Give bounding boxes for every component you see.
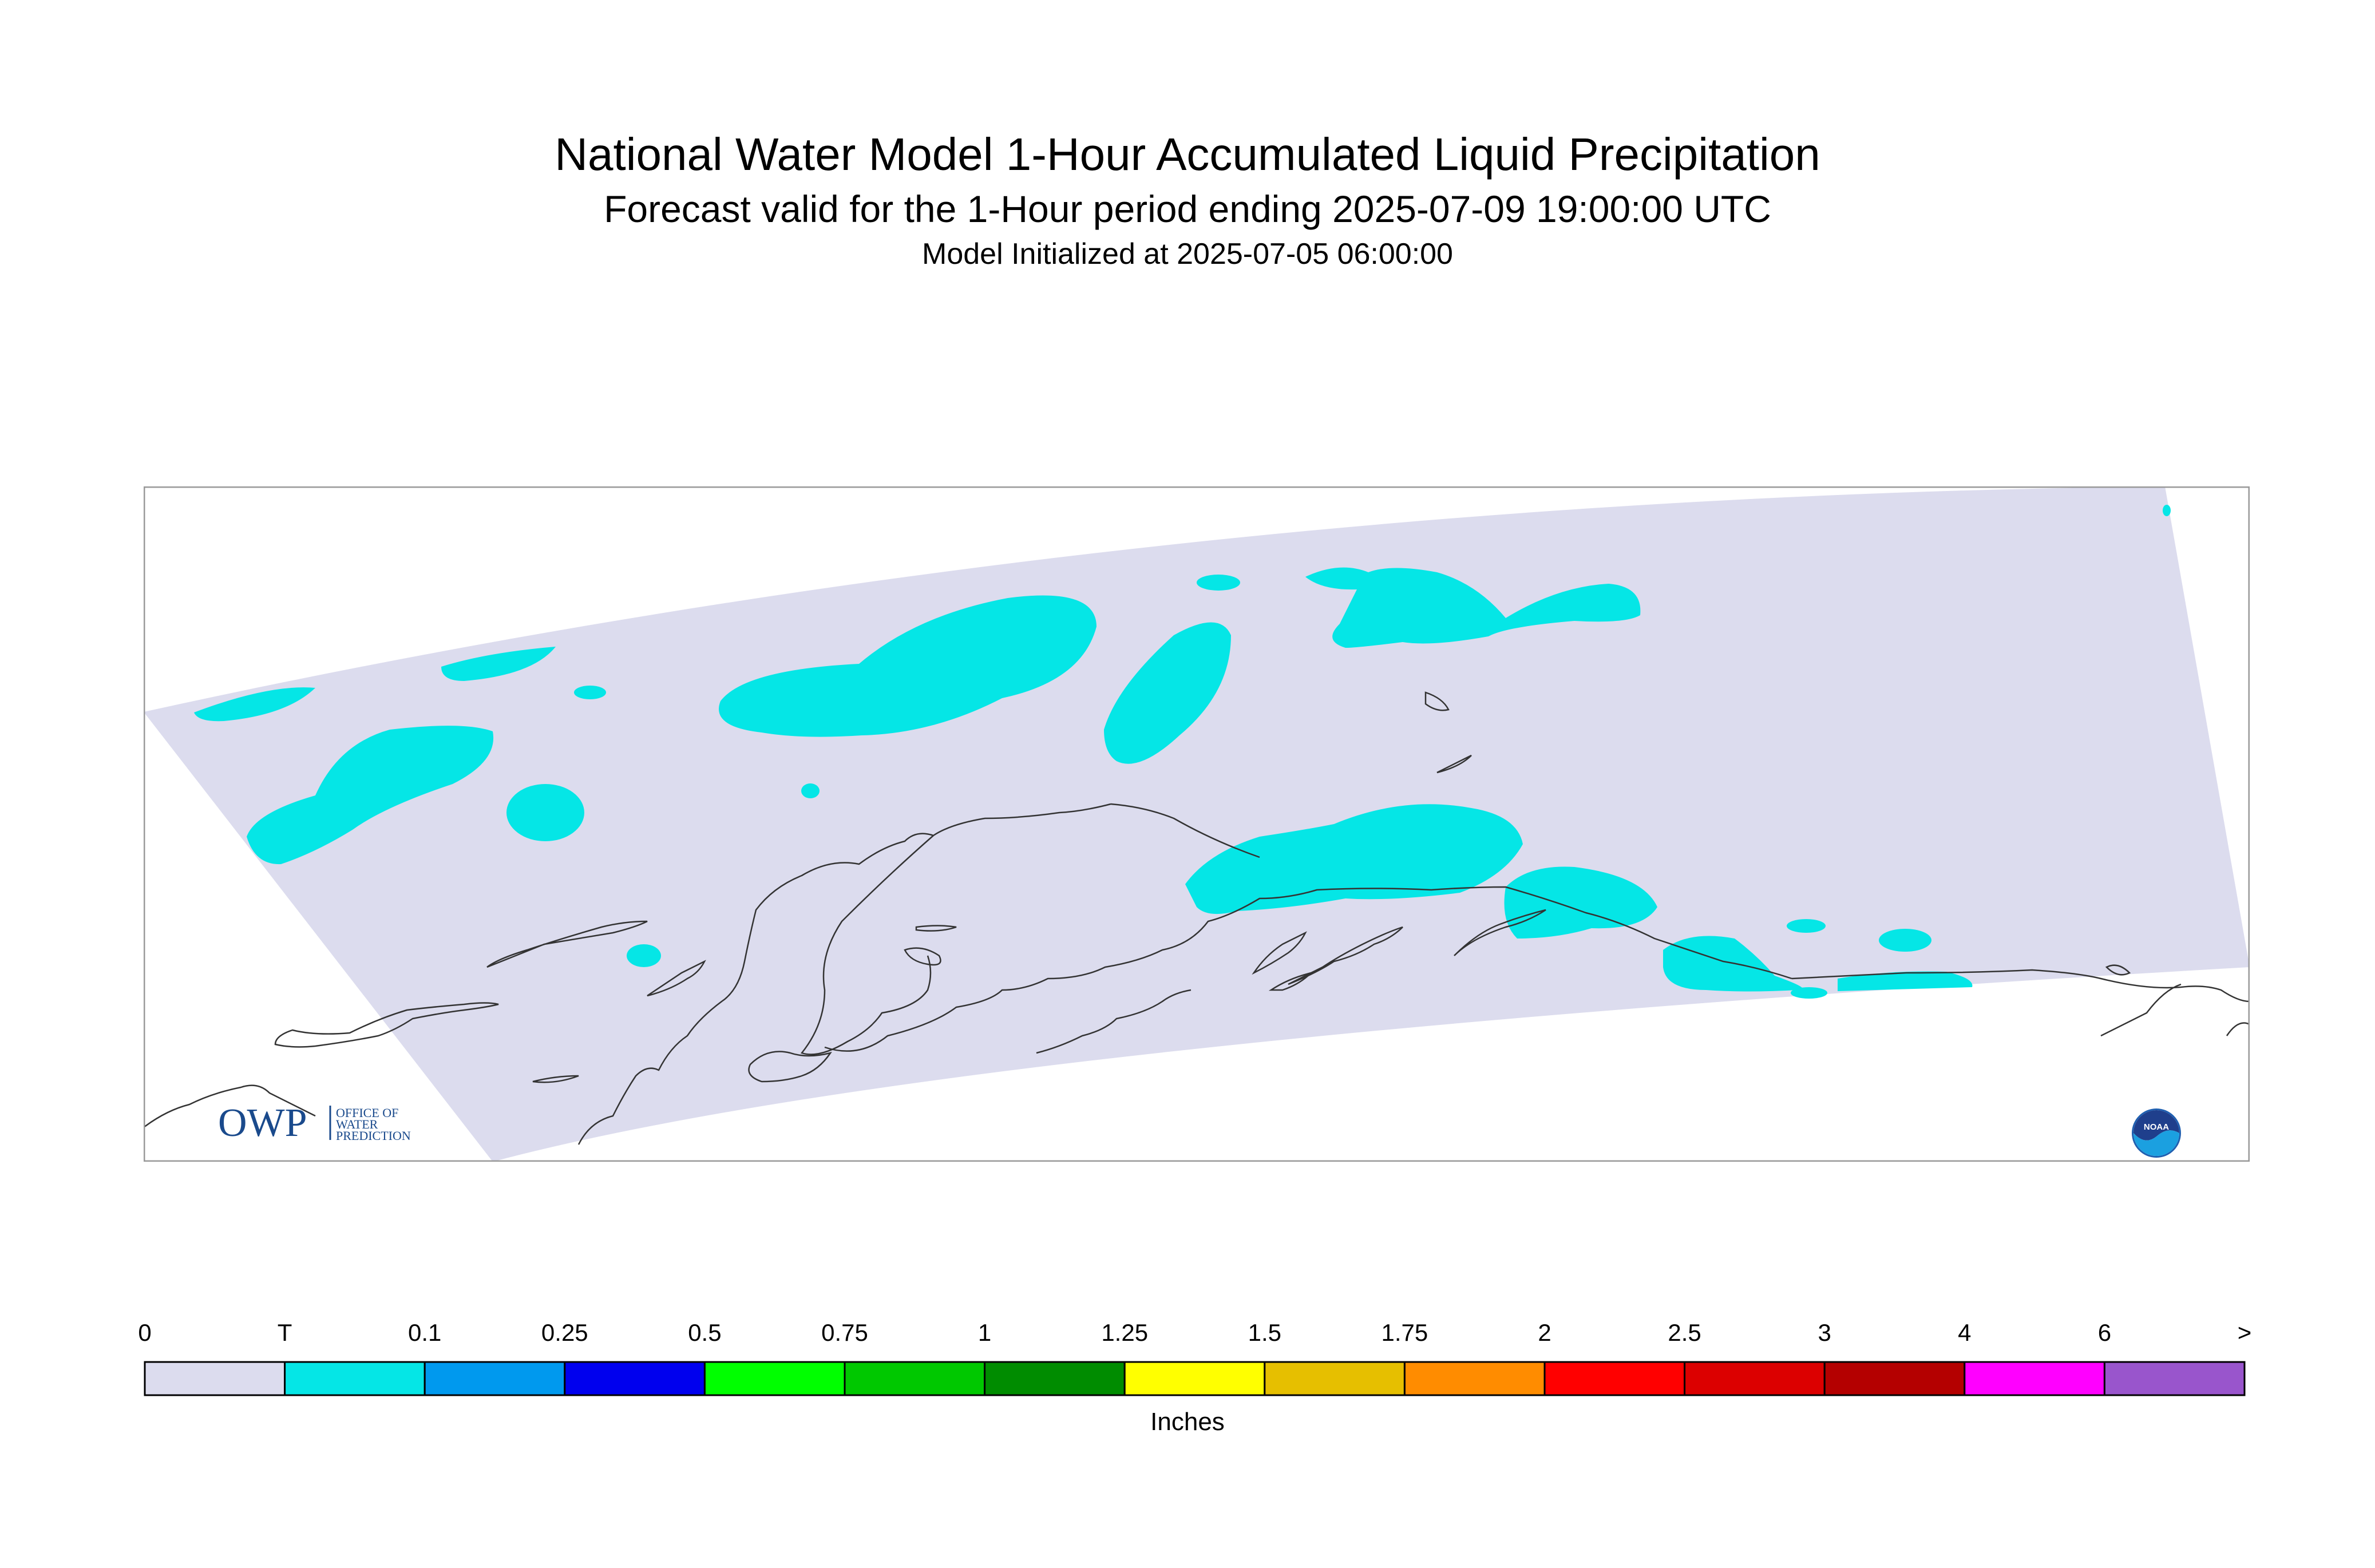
colorbar-bin — [1823, 1361, 1966, 1396]
colorbar-tick-label: 0.1 — [408, 1319, 441, 1346]
coastline — [1036, 989, 1192, 1054]
colorbar-tick-label: > — [2238, 1319, 2252, 1346]
precip-area — [1838, 971, 1973, 991]
colorbar-bin — [1264, 1361, 1406, 1396]
precip-area — [194, 687, 315, 722]
precip-area — [1787, 919, 1826, 933]
precip-area — [1504, 866, 1657, 939]
colorbar-bin — [1684, 1361, 1826, 1396]
colorbar-bin — [144, 1361, 286, 1396]
model-domain — [144, 486, 2250, 1162]
coastline — [748, 1051, 832, 1083]
colorbar-tick-label: 4 — [1958, 1319, 1971, 1346]
coastline — [800, 835, 934, 1055]
model-initialized-subtitle: Model Initialized at 2025-07-05 06:00:00 — [922, 237, 1453, 271]
colorbar-bin — [1543, 1361, 1686, 1396]
island — [2226, 1022, 2250, 1036]
lake — [915, 925, 957, 932]
colorbar-tick-label: 6 — [2098, 1319, 2111, 1346]
coastline — [647, 960, 706, 997]
colorbar-bin — [284, 1361, 426, 1396]
island — [1424, 691, 1450, 711]
precip-area — [627, 944, 661, 967]
colorbar-bin — [1403, 1361, 1546, 1396]
precip-area — [574, 686, 606, 699]
precip-area — [1791, 987, 1827, 999]
colorbar-tick-label: 1.25 — [1101, 1319, 1148, 1346]
colorbar-tick-label: 0 — [138, 1319, 151, 1346]
island — [2100, 983, 2182, 1037]
colorbar-tick-label: T — [278, 1319, 292, 1346]
colorbar-tick-label: 3 — [1818, 1319, 1831, 1346]
owp-logo-line-2: WATER — [336, 1117, 378, 1131]
precip-area — [1104, 622, 1231, 764]
colorbar-tick-label: 0.75 — [821, 1319, 868, 1346]
colorbar-units-label: Inches — [1150, 1408, 1225, 1436]
map-frame — [144, 486, 2250, 1162]
colorbar-bin — [984, 1361, 1126, 1396]
colorbar-bin — [1123, 1361, 1266, 1396]
colorbar-bin — [564, 1361, 706, 1396]
precip-area — [1305, 567, 1641, 648]
coastline — [1791, 969, 2250, 1003]
lake — [904, 947, 941, 966]
owp-logo-line-3: PREDICTION — [336, 1129, 411, 1143]
coastlines — [144, 691, 2250, 1145]
colorbar-bin — [423, 1361, 566, 1396]
coastline — [1252, 931, 1307, 975]
coastline — [1110, 803, 1260, 858]
colorbar-bin — [2103, 1361, 2246, 1396]
precip-area — [1879, 929, 1931, 952]
precip-area — [1185, 804, 1523, 914]
coastline — [1288, 926, 1403, 985]
island — [2105, 964, 2131, 976]
noaa-logo: NOAA — [2132, 1108, 2181, 1158]
coastline — [144, 1084, 316, 1129]
precip-area — [1197, 575, 1240, 591]
precipitation-map: OWP OFFICE OF WATER PREDICTION NOAA — [144, 486, 2250, 1162]
colorbar-tick-label: 1 — [978, 1319, 991, 1346]
coastline — [1268, 971, 1314, 991]
noaa-logo-text: NOAA — [2144, 1122, 2169, 1132]
colorbar-bin — [844, 1361, 986, 1396]
precip-area — [2163, 505, 2171, 516]
colorbar-tick-label: 2.5 — [1668, 1319, 1701, 1346]
coastline — [577, 803, 1111, 1145]
forecast-valid-subtitle: Forecast valid for the 1-Hour period end… — [604, 188, 1771, 230]
coastline — [1454, 909, 1546, 956]
coastline — [274, 1002, 499, 1048]
island — [1436, 754, 1472, 774]
owp-logo-line-1: OFFICE OF — [336, 1106, 398, 1120]
colorbar-tick-label: 1.5 — [1248, 1319, 1281, 1346]
precip-area — [247, 726, 494, 865]
precip-area — [506, 784, 584, 841]
owp-logo-letters: OWP — [218, 1101, 307, 1145]
owp-logo: OWP OFFICE OF WATER PREDICTION — [218, 1101, 411, 1145]
precip-area — [801, 783, 820, 798]
precipitation-colorbar: 0 T 0.1 0.25 0.5 0.75 1 1.25 1.5 1.75 2 2.5 3 4 6 > — [138, 1319, 2252, 1396]
precip-area — [441, 647, 556, 681]
coastline — [486, 920, 648, 968]
colorbar-tick-label: 1.75 — [1382, 1319, 1428, 1346]
coastline — [532, 1075, 579, 1083]
colorbar-tick-label: 2 — [1538, 1319, 1551, 1346]
colorbar-tick-label: 0.5 — [688, 1319, 721, 1346]
precip-area — [719, 595, 1097, 737]
map-title: National Water Model 1-Hour Accumulated … — [555, 129, 1820, 180]
coastline — [824, 886, 1792, 1052]
colorbar-tick-label: 0.25 — [541, 1319, 588, 1346]
colorbar-bin — [1964, 1361, 2105, 1396]
precip-areas-trace — [194, 505, 2171, 999]
colorbar-bin — [703, 1361, 846, 1396]
